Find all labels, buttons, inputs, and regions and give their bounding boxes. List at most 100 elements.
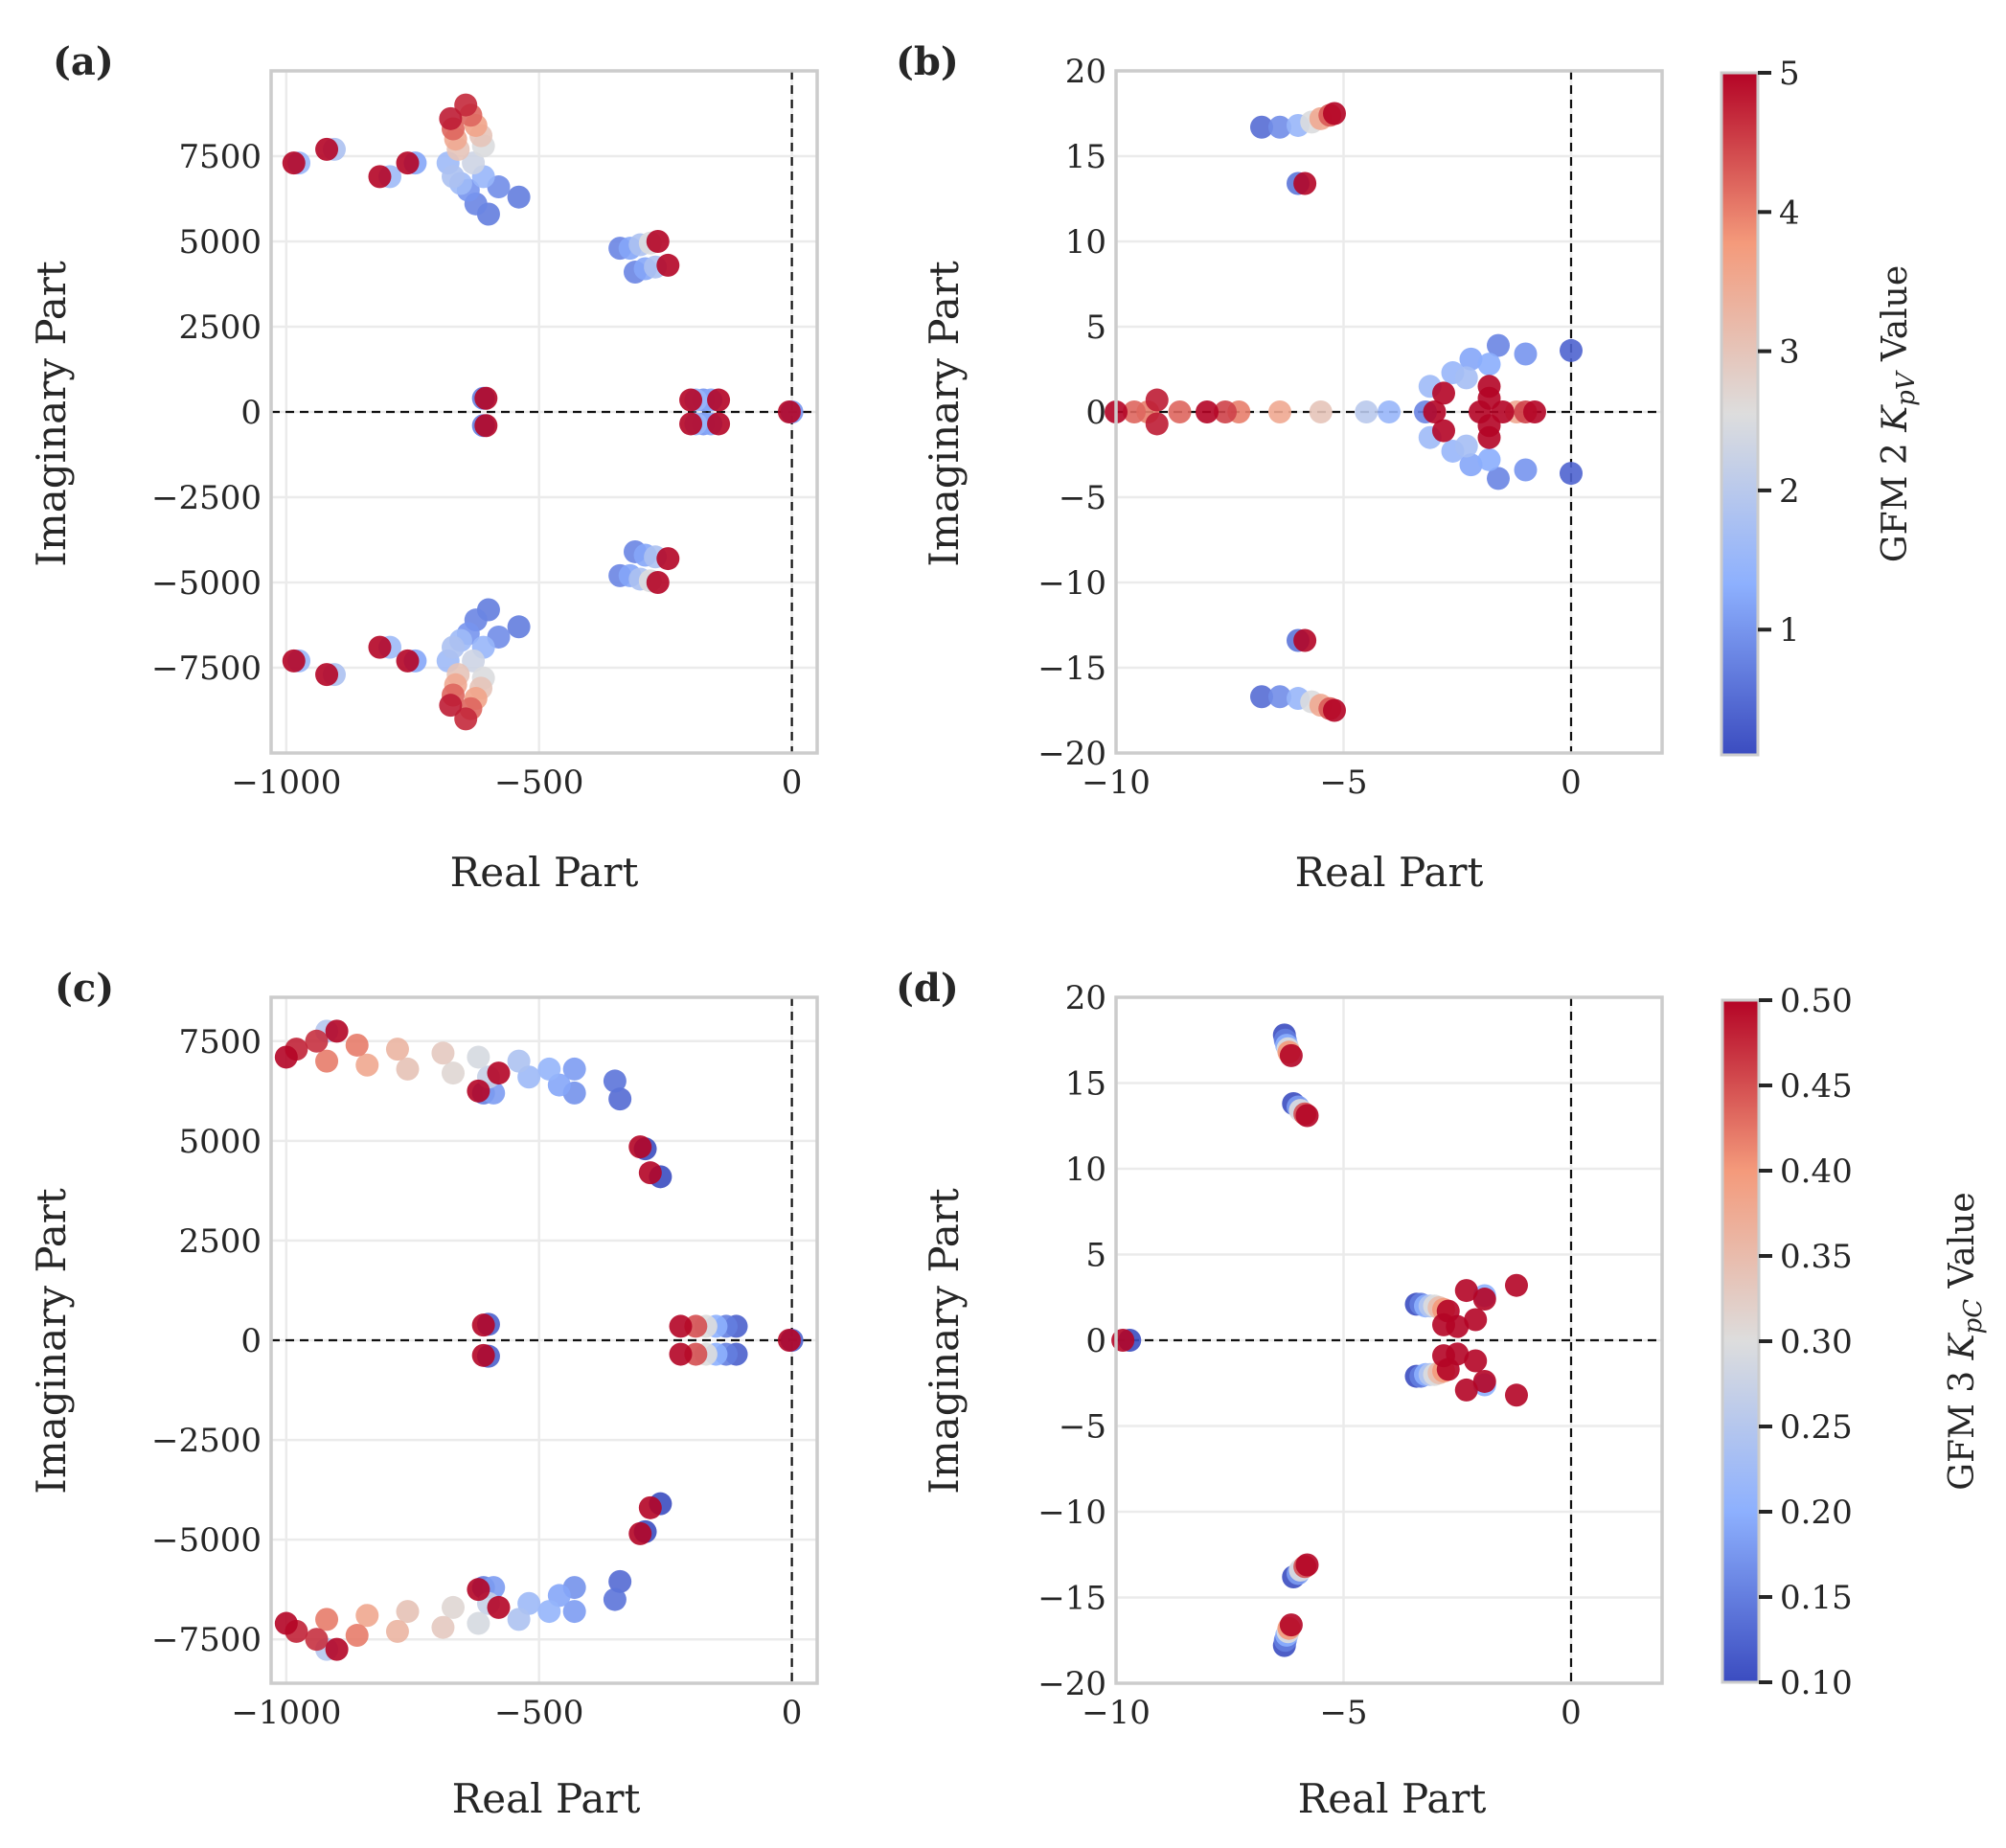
panel-c-xtick-label: 0 xyxy=(782,1694,803,1732)
panel-a-eigenvalue-point xyxy=(396,649,420,673)
panel-b-eigenvalue-point xyxy=(1214,400,1237,423)
panel-d-eigenvalue-point xyxy=(1295,1104,1319,1128)
panel-b-eigenvalue-point xyxy=(1487,333,1510,357)
panel-c-eigenvalue-point xyxy=(638,1495,662,1519)
panel-c-eigenvalue-point xyxy=(467,1578,490,1602)
panel-b-ytick-label: 10 xyxy=(1065,223,1106,262)
panel-d-xlabel: Real Part xyxy=(1298,1775,1487,1822)
panel-a-eigenvalue-point xyxy=(315,663,339,687)
panel-b-eigenvalue-point xyxy=(1145,388,1169,412)
panel-b-ytick-label: −20 xyxy=(1037,735,1106,773)
panel-c-eigenvalue-point xyxy=(396,1057,420,1081)
panel-b-eigenvalue-point xyxy=(1454,366,1478,390)
colorbar-kpc-tick-label: 0.20 xyxy=(1780,1494,1853,1532)
panel-a-ytick-label: 0 xyxy=(240,394,262,432)
panel-c-eigenvalue-point xyxy=(305,1628,329,1652)
panel-c-eigenvalue-point xyxy=(325,1019,349,1043)
panel-b-eigenvalue-point xyxy=(1293,628,1317,652)
panel-c-eigenvalue-point xyxy=(315,1608,339,1631)
colorbar-kpc-tick-label: 0.40 xyxy=(1780,1152,1853,1191)
panel-d-eigenvalue-point xyxy=(1472,1369,1496,1393)
panel-a-eigenvalue-point xyxy=(474,386,498,410)
colorbar-kpc-tick-label: 0.10 xyxy=(1780,1664,1853,1702)
panel-c-eigenvalue-point xyxy=(537,1057,561,1081)
panel-c-eigenvalue-point xyxy=(628,1135,652,1159)
panel-b-ytick-label: 0 xyxy=(1085,394,1106,432)
colorbar-kpc: 0.50 0.45 0.40 0.35 0.30 0.25 0.20 0.15 0.10 GFM… xyxy=(1721,982,1988,1702)
panel-a-ytick-label: −7500 xyxy=(151,650,262,688)
panel-b-eigenvalue-point xyxy=(1477,353,1501,376)
panel-b-eigenvalue-point xyxy=(1268,400,1291,423)
panel-a-ytick-label: 7500 xyxy=(178,138,262,176)
panel-c-eigenvalue-point xyxy=(355,1053,379,1077)
panel-a: (a) −1000 −500 07500500025000−2500−5000−75… xyxy=(28,39,819,896)
panel-d-ytick-label: 20 xyxy=(1065,979,1106,1017)
panel-c-ytick-label: −5000 xyxy=(151,1521,262,1560)
colorbar-kpv-ticks: 5 4 3 2 1 xyxy=(1758,55,1800,650)
panel-c-eigenvalue-point xyxy=(471,1343,495,1367)
panel-a-eigenvalue-point xyxy=(507,615,531,639)
panel-c-eigenvalue-point xyxy=(325,1637,349,1661)
panel-a-eigenvalue-point xyxy=(315,137,339,161)
panel-b-eigenvalue-point xyxy=(1560,462,1583,486)
panel-b-eigenvalue-point xyxy=(1268,115,1291,139)
panel-a-eigenvalue-point xyxy=(439,106,463,130)
colorbar-kpc-tick-label: 0.15 xyxy=(1780,1579,1853,1617)
panel-a-ytick-label: −5000 xyxy=(151,564,262,603)
panel-b-eigenvalue-point xyxy=(1323,102,1346,125)
panel-b-eigenvalue-point xyxy=(1323,698,1346,722)
panel-a-eigenvalue-point xyxy=(462,151,486,175)
panel-d-eigenvalue-point xyxy=(1279,1613,1303,1637)
panel-b-label: (b) xyxy=(896,39,959,84)
panel-c-eigenvalue-point xyxy=(507,1049,531,1073)
panel-d-eigenvalue-point xyxy=(1505,1273,1528,1297)
panel-b-ytick-label: 5 xyxy=(1085,308,1106,347)
panel-b-eigenvalue-point xyxy=(1293,171,1317,195)
panel-c-eigenvalue-point xyxy=(603,1069,627,1093)
panel-b-eigenvalue-point xyxy=(1355,400,1379,423)
panel-c-label: (c) xyxy=(55,966,114,1011)
colorbar-kpc-tick-label: 0.35 xyxy=(1780,1238,1853,1276)
panel-b-eigenvalue-point xyxy=(1514,342,1538,366)
panel-a-ytick-label: −2500 xyxy=(151,479,262,517)
panel-a-eigenvalue-point xyxy=(679,412,703,436)
colorbar-kpv-tick-label: 3 xyxy=(1779,333,1800,372)
panel-d-ytick-label: 0 xyxy=(1085,1322,1106,1360)
panel-a-eigenvalue-point xyxy=(507,185,531,209)
panel-c-eigenvalue-point xyxy=(467,1611,490,1635)
panel-c-eigenvalue-point xyxy=(562,1057,586,1081)
panel-a-eigenvalue-point xyxy=(646,230,670,253)
panel-c-eigenvalue-point xyxy=(603,1587,627,1611)
panel-c-eigenvalue-point xyxy=(355,1604,379,1628)
panel-b-eigenvalue-point xyxy=(1123,400,1146,423)
colorbar-kpv-tick-label: 1 xyxy=(1779,611,1800,650)
panel-d-eigenvalue-point xyxy=(1446,1314,1470,1338)
panel-c-ytick-label: 5000 xyxy=(178,1123,262,1161)
panel-d-label: (d) xyxy=(896,966,959,1011)
panel-c-eigenvalue-point xyxy=(537,1600,561,1624)
panel-b-ytick-label: 15 xyxy=(1065,138,1106,176)
panel-b-ytick-label: 20 xyxy=(1065,53,1106,91)
panel-d-eigenvalue-point xyxy=(1454,1378,1478,1402)
panel-a-eigenvalue-point xyxy=(777,400,801,423)
panel-b-eigenvalue-point xyxy=(1378,400,1401,423)
panel-a-eigenvalue-point xyxy=(282,649,306,673)
panel-c-eigenvalue-point xyxy=(562,1600,586,1624)
panel-c-ylabel: Imaginary Part xyxy=(28,1188,75,1494)
panel-c-eigenvalue-point xyxy=(305,1029,329,1053)
panel-c-eigenvalue-point xyxy=(345,1033,369,1057)
panel-c-eigenvalue-point xyxy=(487,1061,511,1085)
colorbar-kpc-tick-label: 0.50 xyxy=(1780,982,1853,1020)
panel-a-eigenvalue-point xyxy=(282,151,306,175)
colorbar-kpv: 5 4 3 2 1 GFM 2 KpV Value xyxy=(1720,55,1921,757)
panel-d-ylabel: Imaginary Part xyxy=(921,1188,968,1494)
panel-d-eigenvalue-point xyxy=(1464,1349,1488,1373)
panel-b-frame xyxy=(1114,69,1664,755)
colorbar-kpc-tick-label: 0.45 xyxy=(1780,1067,1853,1106)
panel-d-eigenvalue-point xyxy=(1279,1043,1303,1067)
panel-d-ytick-label: −10 xyxy=(1037,1494,1106,1532)
panel-a-eigenvalue-point xyxy=(396,151,420,175)
panel-b-xlabel: Real Part xyxy=(1295,849,1484,896)
panel-b-eigenvalue-point xyxy=(1423,400,1447,423)
panel-b-eigenvalue-point xyxy=(1250,685,1273,709)
